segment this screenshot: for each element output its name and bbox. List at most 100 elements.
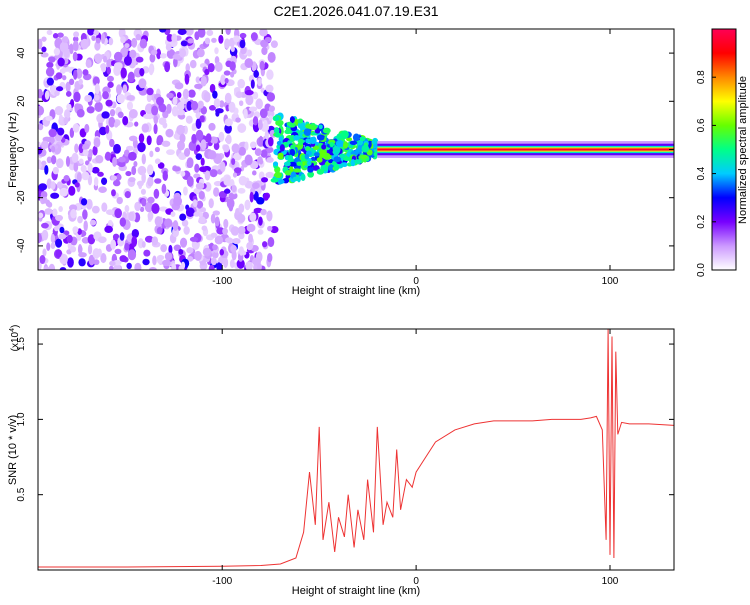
spectrogram-cell <box>260 149 268 158</box>
spectrogram-cell <box>258 216 263 226</box>
spectrogram-cell <box>223 177 231 186</box>
spectrogram-cell <box>147 196 155 204</box>
spectrogram-cell <box>245 94 254 106</box>
spectrogram-cell <box>93 259 100 266</box>
spectrogram-cell <box>223 70 231 76</box>
spectrogram-cell <box>267 236 275 248</box>
spectrogram-cell <box>38 212 44 219</box>
spectrogram-cell <box>77 244 83 255</box>
spectrogram-cell <box>197 100 204 109</box>
spectrogram-cell <box>51 145 56 153</box>
spectrogram-cell <box>239 32 247 39</box>
spectrogram-cell <box>146 164 154 176</box>
spectrogram-cell <box>87 234 96 245</box>
spectrogram-cell <box>131 37 138 48</box>
spectrogram-cell <box>95 37 101 44</box>
spectrogram-cell <box>267 225 273 232</box>
spectrogram-cell <box>184 29 194 36</box>
spectrogram-cell <box>72 51 78 62</box>
spectrogram-cell <box>307 160 312 166</box>
spectrogram-cell <box>204 170 211 181</box>
spectrogram-cell <box>268 105 275 112</box>
spectrogram-cell <box>72 123 80 133</box>
spectrogram-cell <box>94 94 100 101</box>
spectrogram-cell <box>166 103 172 114</box>
spectrogram-cell <box>46 201 53 208</box>
spectrogram-cell <box>258 135 263 147</box>
spectrogram-cell <box>105 125 110 134</box>
spectrogram-cell <box>140 188 146 195</box>
figure-title: C2E1.2026.041.07.19.E31 <box>273 3 438 19</box>
spectrogram-cell <box>244 89 254 96</box>
spectrogram-cell <box>172 220 179 232</box>
spectrogram-cell <box>261 177 269 183</box>
spectrogram-cell <box>270 40 278 48</box>
spectrogram-cell <box>183 147 191 157</box>
spectrogram-cell <box>186 176 194 187</box>
spectrogram-cell <box>112 156 117 167</box>
spectrogram-cell <box>235 91 243 99</box>
spectrogram-cell <box>54 90 60 97</box>
spectrogram-cell <box>119 217 127 227</box>
spectrogram-cell <box>223 257 229 269</box>
spectrogram-cell <box>92 76 100 86</box>
spectrogram-cell <box>210 257 217 266</box>
spectrogram-cell <box>147 211 154 221</box>
spectrogram-cell <box>80 38 89 50</box>
spectrogram-cell <box>141 153 146 165</box>
spectrogram-cell <box>203 91 211 103</box>
spectrogram-cell <box>214 216 220 227</box>
spectrogram-cell <box>156 227 163 235</box>
spectrogram-cell <box>199 115 205 123</box>
spectrogram-cell <box>289 116 295 124</box>
spectrogram-cell <box>85 198 93 210</box>
spectrogram-cell <box>146 93 152 103</box>
spectrogram-cell <box>68 185 76 196</box>
spectrogram-cell <box>231 143 240 154</box>
spectrogram-cell <box>105 209 115 216</box>
spectrogram-cell <box>193 211 200 217</box>
spectrogram-cell <box>234 87 241 93</box>
spectrogram-cell <box>168 244 173 254</box>
spectrogram-cell <box>76 172 82 183</box>
spectrogram-cell <box>107 219 113 228</box>
spectrogram-cell <box>257 229 264 235</box>
spectrogram-cell <box>104 151 112 161</box>
spectrogram-cell <box>182 88 190 100</box>
spectrogram-cell <box>81 171 90 181</box>
spectrogram-cell <box>224 118 233 127</box>
spectrogram-cell <box>254 148 262 157</box>
spectrogram-cell <box>194 83 203 90</box>
spectrogram-cell <box>58 233 67 240</box>
colorbar-tick-label: 0.6 <box>696 118 707 132</box>
spectrogram-cell <box>355 148 361 153</box>
x-tick-label: 100 <box>602 276 619 287</box>
spectrogram-x-axis: -100 0 100 <box>212 29 619 287</box>
spectrogram-cell <box>113 264 122 270</box>
spectrogram-cell <box>223 188 231 194</box>
spectrogram-cell <box>264 36 272 43</box>
spectrogram-cell <box>233 35 240 43</box>
spectrogram-cell <box>46 29 53 36</box>
spectrogram-cell <box>231 158 236 165</box>
spectrogram-cell <box>238 175 248 186</box>
spectrogram-cell <box>92 145 98 156</box>
spectrogram-cell <box>198 190 205 200</box>
spectrogram-cell <box>300 173 306 182</box>
spectrogram-cell <box>313 152 320 157</box>
spectrogram-cell <box>73 91 81 103</box>
spectrogram-cell <box>307 171 315 178</box>
spectrogram-cell <box>56 181 63 189</box>
spectrogram-cell <box>198 216 206 224</box>
spectrogram-cell <box>274 171 282 179</box>
spectrogram-cell <box>41 229 49 241</box>
spectrogram-cell <box>154 216 162 227</box>
spectrogram-cell <box>189 236 199 242</box>
spectrogram-area <box>38 29 674 270</box>
spectrogram-cell <box>265 171 275 179</box>
y-tick-label: 0 <box>16 146 27 152</box>
spectrogram-cell <box>225 134 232 145</box>
spectrogram-cell <box>352 133 360 142</box>
spectrogram-cell <box>44 164 49 175</box>
spectrogram-cell <box>112 233 120 241</box>
